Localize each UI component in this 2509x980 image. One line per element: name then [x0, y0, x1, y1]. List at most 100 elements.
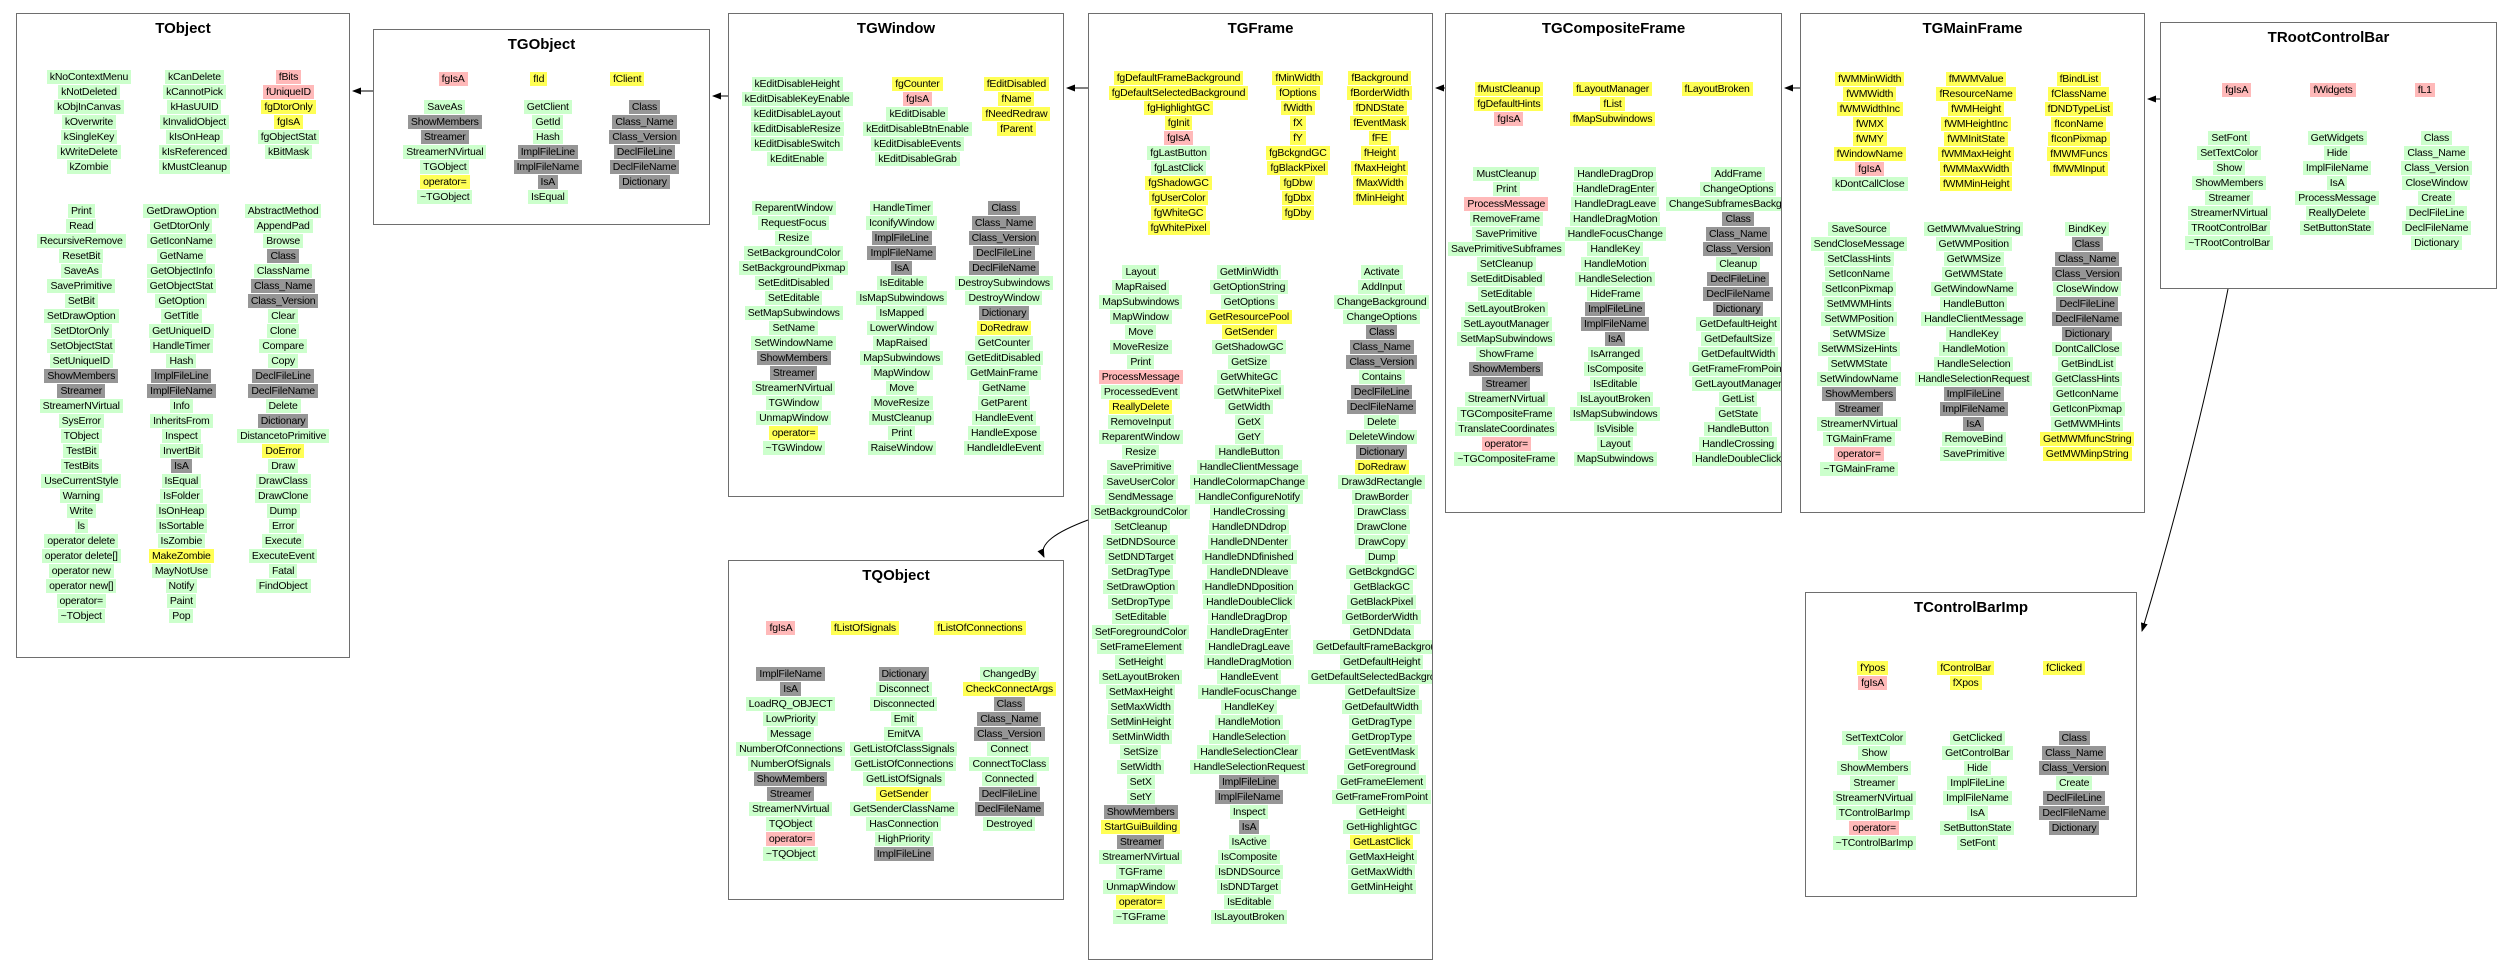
- member-fgblackpixel[interactable]: fgBlackPixel: [1267, 161, 1329, 175]
- member-keditdisableswitch[interactable]: kEditDisableSwitch: [751, 136, 843, 151]
- member-fgisa[interactable]: fgIsA: [1494, 112, 1524, 126]
- member-handlemotion[interactable]: HandleMotion: [1214, 715, 1284, 729]
- member-setsize[interactable]: SetSize: [1120, 745, 1162, 759]
- class-title-tqobject[interactable]: TQObject: [862, 567, 930, 584]
- member-fclient[interactable]: fClient: [609, 71, 645, 86]
- member-handlebutton[interactable]: HandleButton: [1940, 297, 2008, 311]
- member-ls[interactable]: ls: [74, 518, 88, 533]
- member-doerror[interactable]: DoError: [262, 443, 304, 458]
- member-ficonpixmap[interactable]: fIconPixmap: [2048, 132, 2110, 146]
- member-getlastclick[interactable]: GetLastClick: [1350, 835, 1414, 849]
- member-write[interactable]: Write: [66, 503, 96, 518]
- member-handledragdrop[interactable]: HandleDragDrop: [1208, 610, 1291, 624]
- member-ismapsubwindows[interactable]: IsMapSubwindows: [856, 291, 947, 306]
- member-error[interactable]: Error: [268, 518, 298, 533]
- class-title-tgcompositeframe[interactable]: TGCompositeFrame: [1541, 20, 1686, 37]
- member-setlayoutmanager[interactable]: SetLayoutManager: [1460, 317, 1553, 331]
- member-getdrawoption[interactable]: GetDrawOption: [143, 203, 220, 218]
- member-create[interactable]: Create: [2418, 190, 2455, 205]
- member-setmaxheight[interactable]: SetMaxHeight: [1105, 685, 1176, 699]
- member-setdndtarget[interactable]: SetDNDTarget: [1105, 550, 1177, 564]
- member-handleexpose[interactable]: HandleExpose: [967, 426, 1040, 441]
- member-funiqueid[interactable]: fUniqueID: [263, 85, 314, 100]
- member-unmapwindow[interactable]: UnmapWindow: [756, 411, 832, 426]
- member-show[interactable]: Show: [2213, 160, 2245, 175]
- member-class-version[interactable]: Class_Version: [1702, 242, 1774, 256]
- member-implfilename[interactable]: ImplFileName: [2302, 160, 2372, 175]
- member-getobjectinfo[interactable]: GetObjectInfo: [147, 263, 216, 278]
- member-getwmstate[interactable]: GetWMState: [1941, 267, 2006, 281]
- member-notify[interactable]: Notify: [165, 578, 198, 593]
- member-fmustcleanup[interactable]: fMustCleanup: [1474, 82, 1544, 96]
- member-setuniqueid[interactable]: SetUniqueID: [49, 353, 113, 368]
- member-fwmy[interactable]: fWMY: [1852, 132, 1887, 146]
- member-isdndsource[interactable]: IsDNDSource: [1215, 865, 1284, 879]
- member-dictionary[interactable]: Dictionary: [978, 306, 1030, 321]
- member-setfont[interactable]: SetFont: [2208, 130, 2250, 145]
- member-getframefrompoint[interactable]: GetFrameFromPoint: [1332, 790, 1431, 804]
- member-tobject[interactable]: ~TObject: [57, 608, 105, 623]
- member-warning[interactable]: Warning: [59, 488, 103, 503]
- member-class-version[interactable]: Class_Version: [2051, 267, 2123, 281]
- member-islayoutbroken[interactable]: IsLayoutBroken: [1577, 392, 1654, 406]
- member-fwindowname[interactable]: fWindowName: [1833, 147, 1906, 161]
- member-setbackgroundcolor[interactable]: SetBackgroundColor: [744, 246, 844, 261]
- member-operator[interactable]: operator=: [1849, 821, 1899, 835]
- member-getdefaultframebackground[interactable]: GetDefaultFrameBackground: [1312, 640, 1432, 654]
- member-tgmainframe[interactable]: ~TGMainFrame: [1820, 462, 1898, 476]
- member-savesource[interactable]: SaveSource: [1828, 222, 1890, 236]
- member-processmessage[interactable]: ProcessMessage: [1464, 197, 1549, 211]
- member-getdtoronly[interactable]: GetDtorOnly: [150, 218, 213, 233]
- member-declfilename[interactable]: DeclFileName: [974, 802, 1045, 817]
- member-requestfocus[interactable]: RequestFocus: [758, 216, 830, 231]
- member-setdrawoption[interactable]: SetDrawOption: [1103, 580, 1178, 594]
- member-fmwmfuncs[interactable]: fMWMFuncs: [2047, 147, 2111, 161]
- member-raisewindow[interactable]: RaiseWindow: [867, 441, 936, 456]
- member-fbackground[interactable]: fBackground: [1348, 71, 1412, 85]
- member-streamernvirtual[interactable]: StreamerNVirtual: [1832, 791, 1916, 805]
- member-getoptionstring[interactable]: GetOptionString: [1209, 280, 1289, 294]
- member-operator-delete[interactable]: operator delete[]: [41, 548, 121, 563]
- member-sendmessage[interactable]: SendMessage: [1105, 490, 1177, 504]
- member-hide[interactable]: Hide: [2323, 145, 2351, 160]
- member-fwmmaxwidth[interactable]: fWMMaxWidth: [1940, 162, 2013, 176]
- member-testbits[interactable]: TestBits: [60, 458, 102, 473]
- member-getlistofconnections[interactable]: GetListOfConnections: [851, 757, 957, 772]
- member-implfileline[interactable]: ImplFileLine: [873, 847, 934, 862]
- member-handledndfinished[interactable]: HandleDNDfinished: [1201, 550, 1297, 564]
- member-handlemotion[interactable]: HandleMotion: [1580, 257, 1650, 271]
- member-showmembers[interactable]: ShowMembers: [1837, 761, 1912, 775]
- member-setwmsize[interactable]: SetWMSize: [1829, 327, 1889, 341]
- member-mapsubwindows[interactable]: MapSubwindows: [1573, 452, 1657, 466]
- member-paint[interactable]: Paint: [166, 593, 196, 608]
- member-fgshadowgc[interactable]: fgShadowGC: [1145, 176, 1212, 190]
- member-showmembers[interactable]: ShowMembers: [407, 115, 482, 130]
- member-implfileline[interactable]: ImplFileLine: [151, 368, 212, 383]
- member-class-name[interactable]: Class_Name: [2404, 145, 2469, 160]
- member-streamernvirtual[interactable]: StreamerNVirtual: [39, 398, 123, 413]
- member-handlecolormapchange[interactable]: HandleColormapChange: [1190, 475, 1308, 489]
- member-handleselection[interactable]: HandleSelection: [1209, 730, 1289, 744]
- member-message[interactable]: Message: [766, 727, 815, 742]
- member-knotdeleted[interactable]: kNotDeleted: [58, 85, 120, 100]
- member-implfileline[interactable]: ImplFileLine: [1218, 775, 1280, 789]
- member-changeoptions[interactable]: ChangeOptions: [1699, 182, 1777, 196]
- member-getname[interactable]: GetName: [979, 381, 1029, 396]
- member-processmessage[interactable]: ProcessMessage: [2295, 190, 2379, 205]
- member-handlefocuschange[interactable]: HandleFocusChange: [1198, 685, 1300, 699]
- member-getname[interactable]: GetName: [156, 248, 207, 263]
- member-print[interactable]: Print: [67, 203, 95, 218]
- member-class-version[interactable]: Class_Version: [1346, 355, 1417, 369]
- member-iconifywindow[interactable]: IconifyWindow: [866, 216, 938, 231]
- member-tcontrolbarimp[interactable]: TControlBarImp: [1835, 806, 1913, 820]
- member-fresourcename[interactable]: fResourceName: [1936, 87, 2016, 101]
- member-processmessage[interactable]: ProcessMessage: [1098, 370, 1183, 384]
- member-mapsubwindows[interactable]: MapSubwindows: [1099, 295, 1183, 309]
- member-setx[interactable]: SetX: [1126, 775, 1155, 789]
- member-fgisa[interactable]: fgIsA: [1855, 162, 1885, 176]
- member-keditdisablebtnenable[interactable]: kEditDisableBtnEnable: [863, 121, 972, 136]
- member-fcontrolbar[interactable]: fControlBar: [1937, 661, 1995, 675]
- member-handledndleave[interactable]: HandleDNDleave: [1206, 565, 1292, 579]
- member-hasconnection[interactable]: HasConnection: [866, 817, 942, 832]
- member-destroyed[interactable]: Destroyed: [983, 817, 1036, 832]
